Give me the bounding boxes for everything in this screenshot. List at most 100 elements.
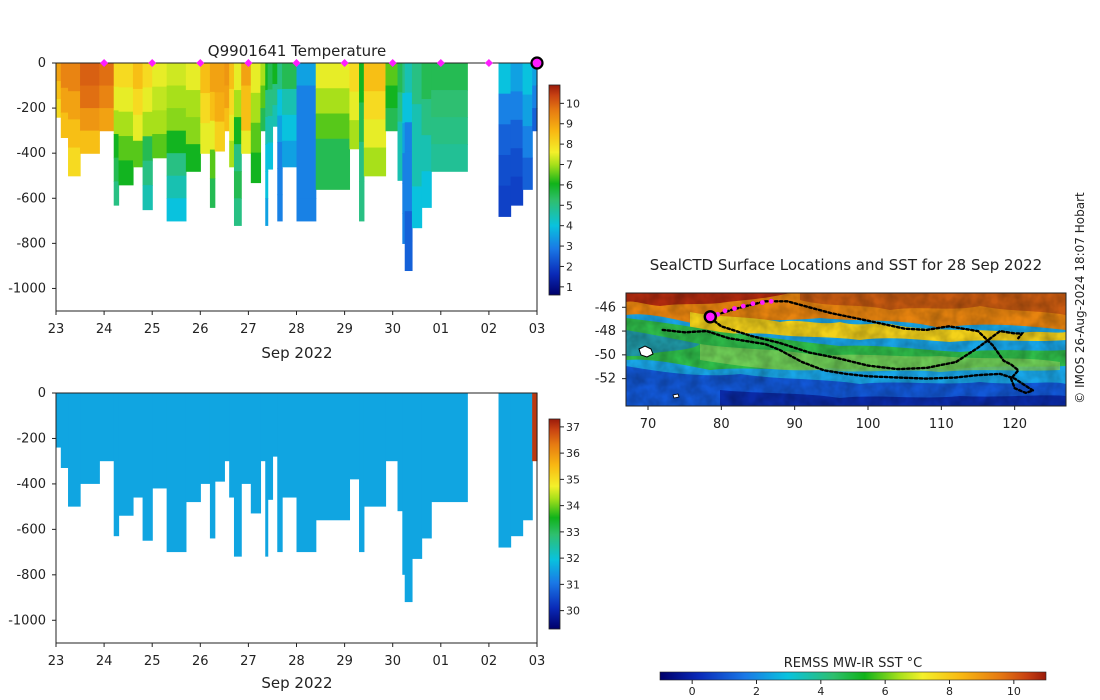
temperature-cell — [210, 178, 215, 207]
temperature-cell — [316, 114, 350, 140]
temperature-cell — [499, 63, 512, 94]
temperature-cell — [297, 131, 317, 154]
salinity-cell — [405, 393, 413, 602]
x-tick-label: 23 — [48, 322, 65, 337]
y-tick-label: 0 — [38, 56, 46, 71]
temperature-cell — [68, 91, 81, 120]
colorbar-tick-label: 34 — [566, 500, 580, 513]
colorbar-tick-label: 35 — [566, 473, 580, 486]
sst-colorbar-label: REMSS MW-IR SST °C — [784, 656, 923, 671]
salinity-cell — [56, 393, 61, 448]
temperature-cell — [431, 90, 468, 118]
map-panel: SealCTD Surface Locations and SST for 28… — [595, 192, 1087, 698]
temperature-cell — [277, 89, 282, 116]
x-tick-label: 01 — [433, 654, 450, 669]
temperature-cell — [241, 108, 251, 131]
salinity-cell — [143, 393, 153, 541]
temperature-cell — [133, 141, 143, 168]
lon-tick-label: 90 — [786, 417, 803, 432]
temperature-cell — [412, 186, 422, 228]
lon-tick-label: 80 — [713, 417, 730, 432]
temperature-cell — [282, 63, 297, 90]
salinity-cell — [260, 393, 265, 461]
temperature-cell — [114, 110, 119, 134]
temperature-cell — [80, 108, 100, 131]
temperature-cell — [268, 63, 273, 90]
x-tick-label: 26 — [192, 654, 209, 669]
temperature-cell — [364, 148, 386, 177]
temperature-cell — [119, 63, 134, 88]
temperature-cell — [143, 63, 153, 88]
temperature-cell — [143, 136, 153, 161]
x-tick-label: 27 — [240, 322, 257, 337]
salinity-colorbar-ticks: 3031323334353637 — [560, 421, 580, 618]
temperature-cell — [167, 86, 187, 109]
sst-colorbar-tick-label: 8 — [946, 685, 953, 698]
temperature-cell — [152, 63, 167, 87]
current-profile-marker — [532, 58, 543, 69]
temperature-colorbar-ticks: 12345678910 — [560, 97, 580, 293]
temperature-cell — [499, 186, 512, 217]
salinity-cell — [251, 393, 261, 513]
temperature-colorbar: 1 2 3 4 5 6 7 8 9 10 — [549, 85, 580, 295]
temperature-cell — [265, 198, 268, 226]
salinity-cell — [499, 393, 512, 548]
temperature-cell — [297, 198, 317, 221]
temperature-cell — [241, 86, 251, 109]
temperature-cell — [282, 141, 297, 168]
lon-tick-label: 70 — [640, 417, 657, 432]
temperature-cell — [215, 122, 225, 152]
temperature-cell — [229, 63, 234, 90]
temperature-colorbar-gradient — [549, 85, 560, 295]
temperature-cell — [234, 117, 242, 145]
x-tick-label: 03 — [529, 322, 546, 337]
temperature-cell — [68, 119, 81, 148]
recent-point — [760, 300, 765, 305]
temperature-cell — [405, 211, 413, 241]
salinity-cell — [268, 393, 273, 500]
temperature-cell — [422, 99, 432, 136]
temperature-cell — [277, 63, 282, 90]
temperature-cell — [234, 171, 242, 199]
temperature-cell — [398, 63, 403, 93]
temperature-cell — [167, 63, 187, 86]
temperature-cell — [499, 124, 512, 155]
x-tick-label: 25 — [144, 654, 161, 669]
temperature-cell — [385, 86, 398, 109]
temperature-cell — [511, 120, 524, 149]
y-tick-label: 0 — [38, 386, 46, 401]
temperature-cell — [251, 123, 261, 153]
temperature-cell — [277, 116, 282, 143]
temperature-cell — [431, 63, 468, 91]
salinity-y-ticks: 0 -200 -400 -600 -800 -1000 — [8, 386, 56, 628]
temperature-cell — [56, 81, 61, 100]
temperature-cell — [234, 144, 242, 172]
temperature-cell — [405, 182, 413, 212]
temperature-cell — [229, 141, 234, 168]
temperature-cell — [167, 198, 187, 221]
lon-tick-label: 110 — [929, 417, 954, 432]
temperature-cell — [114, 63, 119, 87]
sst-colorbar: REMSS MW-IR SST °C 0 2 4 6 8 10 — [660, 656, 1046, 698]
temperature-cell — [224, 86, 229, 109]
temperature-cell — [364, 91, 386, 120]
x-tick-label: 30 — [384, 654, 401, 669]
colorbar-tick-label: 30 — [566, 605, 580, 618]
temperature-cell — [200, 63, 210, 94]
salinity-cell — [80, 393, 100, 484]
temperature-cell — [143, 161, 153, 186]
temperature-cell — [268, 89, 273, 116]
y-tick-label: -1000 — [8, 281, 46, 296]
temperature-cell — [405, 152, 413, 182]
salinity-colorbar: 3031323334353637 — [549, 419, 580, 629]
temperature-cell — [523, 63, 533, 95]
temperature-cell — [99, 63, 114, 86]
x-tick-label: 26 — [192, 322, 209, 337]
temperature-cell — [210, 92, 215, 121]
temperature-cell — [133, 89, 143, 116]
recent-point — [741, 304, 746, 309]
temperature-cell — [364, 63, 386, 92]
colorbar-tick-label: 9 — [566, 118, 573, 131]
temperature-cell — [412, 104, 422, 146]
temperature-cell — [251, 63, 261, 93]
